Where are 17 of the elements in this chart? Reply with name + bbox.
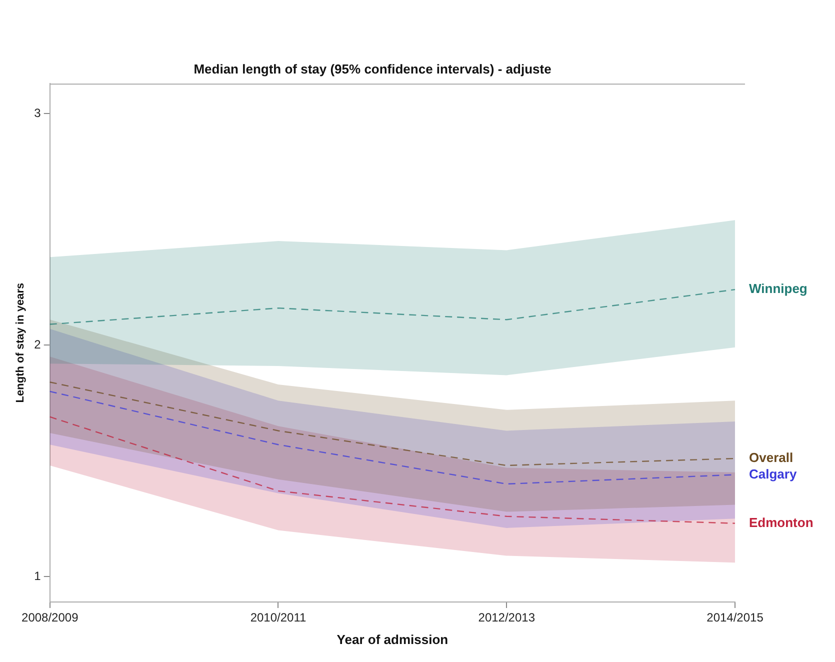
y-axis-title: Length of stay in years [14, 282, 27, 403]
line-series [49, 288, 736, 325]
x-tick-label: 2014/2015 [706, 610, 764, 625]
y-tick-label: 2 [34, 337, 42, 352]
y-tick-label: 3 [34, 106, 42, 120]
y-tick-label: 1 [34, 568, 42, 583]
line-series [49, 416, 736, 524]
series-label: Winnipeg [749, 281, 808, 296]
series-label: Edmonton [749, 514, 814, 530]
x-tick-label: 2010/2011 [250, 610, 306, 625]
series-label: Overall [749, 450, 794, 466]
x-tick-label: 2008/2009 [22, 610, 79, 625]
series-label: Calgary [749, 466, 798, 482]
x-axis-title: Year of admission [336, 632, 448, 647]
line-series [49, 382, 736, 466]
chart-title: Median length of stay (95% confidence intervals) - adjuste [194, 61, 552, 76]
x-tick-label: 2012/2013 [478, 610, 536, 625]
